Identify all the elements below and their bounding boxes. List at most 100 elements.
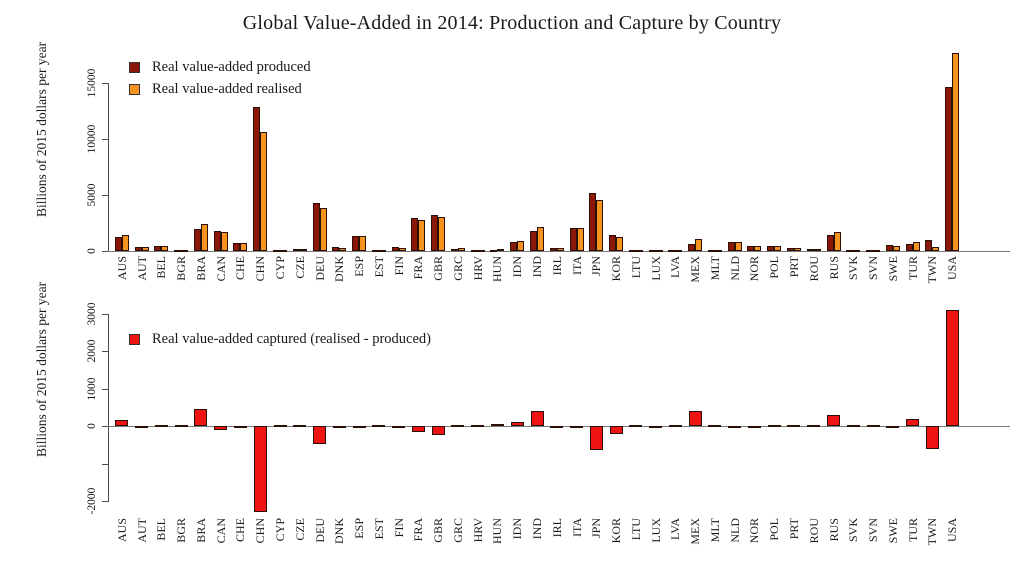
bar-LVA-series0 bbox=[668, 249, 676, 252]
bar-LUX-series1 bbox=[655, 249, 663, 252]
bar-CAN-series1 bbox=[220, 232, 228, 251]
bar-ROU-series1 bbox=[813, 248, 821, 251]
y-tick-mark bbox=[102, 463, 108, 465]
bar-BRA-series1 bbox=[200, 223, 208, 251]
bar-LTU-series1 bbox=[635, 249, 643, 252]
bar-MLT-series0 bbox=[707, 249, 715, 252]
bar-AUT-series1 bbox=[141, 246, 149, 251]
bar-RUS-series1 bbox=[833, 231, 841, 251]
bar-DEU-series0 bbox=[312, 202, 320, 251]
bar-BGR-series1 bbox=[181, 249, 189, 252]
bottom-chart-legend: Real value-added captured (realised - pr… bbox=[129, 328, 431, 350]
bar-NLD-series0 bbox=[727, 242, 735, 251]
bar-CHN-series0 bbox=[253, 426, 267, 513]
x-tick-label-HUN: HUN bbox=[490, 518, 505, 544]
bar-ITA-series1 bbox=[576, 228, 584, 251]
bar-PRT-series1 bbox=[793, 248, 801, 251]
y-tick-mark bbox=[102, 388, 108, 390]
legend-label-produced: Real value-added produced bbox=[152, 58, 311, 75]
y-tick-mark bbox=[102, 251, 108, 252]
x-tick-label-POL: POL bbox=[767, 518, 782, 541]
bar-PRT-series0 bbox=[786, 248, 794, 251]
x-tick-label-FRA: FRA bbox=[411, 518, 426, 542]
bar-NOR-series0 bbox=[747, 426, 761, 428]
x-tick-label-RUS: RUS bbox=[826, 518, 841, 542]
bar-TUR-series0 bbox=[905, 244, 913, 251]
bar-MLT-series1 bbox=[714, 249, 722, 252]
bar-FIN-series0 bbox=[392, 426, 406, 428]
produced-swatch-icon bbox=[129, 61, 140, 73]
bar-BGR-series0 bbox=[174, 249, 182, 252]
bar-ESP-series1 bbox=[359, 236, 367, 251]
bar-NLD-series1 bbox=[734, 242, 742, 251]
y-tick-mark bbox=[102, 426, 108, 427]
bar-MEX-series0 bbox=[688, 243, 696, 251]
bar-SVN-series0 bbox=[866, 424, 880, 427]
x-tick-label-MEX: MEX bbox=[688, 518, 703, 545]
x-tick-label-HRV: HRV bbox=[470, 518, 485, 543]
bar-LVA-series0 bbox=[668, 424, 682, 427]
bar-GRC-series1 bbox=[457, 248, 465, 251]
bar-TUR-series1 bbox=[912, 242, 920, 251]
bar-RUS-series0 bbox=[826, 235, 834, 251]
bar-DNK-series1 bbox=[339, 247, 347, 251]
bar-ROU-series0 bbox=[807, 424, 821, 427]
x-tick-label-BGR: BGR bbox=[174, 518, 189, 543]
bar-BEL-series0 bbox=[154, 245, 162, 251]
bar-IDN-series1 bbox=[517, 240, 525, 251]
bar-SVK-series0 bbox=[846, 249, 854, 252]
bar-TUR-series0 bbox=[906, 418, 920, 426]
bar-LUX-series0 bbox=[649, 426, 663, 428]
bar-CHN-series1 bbox=[260, 132, 268, 251]
x-tick-label-EST: EST bbox=[371, 518, 386, 540]
x-tick-label-IND: IND bbox=[530, 518, 544, 540]
bar-AUT-series0 bbox=[135, 426, 149, 428]
x-tick-label-IRL: IRL bbox=[549, 518, 564, 538]
bar-BRA-series0 bbox=[194, 409, 208, 426]
bar-SWE-series0 bbox=[885, 245, 893, 251]
bar-AUS-series0 bbox=[114, 237, 122, 251]
x-tick-label-CYP: CYP bbox=[273, 518, 288, 542]
bar-CYP-series0 bbox=[273, 249, 281, 252]
x-tick-label-NOR: NOR bbox=[747, 518, 762, 544]
bar-GRC-series0 bbox=[450, 248, 458, 251]
x-tick-label-LUX: LUX bbox=[648, 518, 663, 543]
x-tick-label-CHN: CHN bbox=[253, 518, 268, 544]
x-tick-label-MLT: MLT bbox=[707, 518, 722, 543]
bar-HUN-series1 bbox=[497, 248, 505, 251]
realised-swatch-icon bbox=[129, 83, 140, 95]
x-tick-label-GRC: GRC bbox=[450, 518, 465, 543]
x-tick-label-CAN: CAN bbox=[213, 518, 228, 544]
y-axis-line bbox=[108, 313, 109, 502]
bar-FRA-series0 bbox=[411, 426, 425, 433]
bar-ITA-series0 bbox=[570, 426, 584, 428]
bar-EST-series0 bbox=[372, 424, 386, 427]
bar-IND-series0 bbox=[530, 231, 537, 251]
x-tick-label-JPN: JPN bbox=[589, 518, 604, 539]
bar-CYP-series0 bbox=[273, 424, 287, 427]
bar-DNK-series0 bbox=[332, 247, 340, 251]
bar-EST-series1 bbox=[378, 249, 386, 252]
bar-DEU-series1 bbox=[319, 208, 327, 251]
x-tick-label-CHE: CHE bbox=[233, 518, 248, 542]
bar-MLT-series0 bbox=[708, 424, 722, 427]
bar-FIN-series0 bbox=[391, 247, 399, 251]
x-tick-label-TWN: TWN bbox=[925, 518, 940, 546]
bar-CZE-series0 bbox=[292, 248, 300, 251]
x-tick-label-CZE: CZE bbox=[292, 518, 307, 541]
bar-LTU-series0 bbox=[628, 249, 636, 252]
y-tick-mark bbox=[102, 351, 108, 352]
bar-DEU-series0 bbox=[313, 426, 327, 444]
bar-POL-series0 bbox=[767, 424, 781, 427]
bar-USA-series0 bbox=[945, 309, 959, 426]
bar-CYP-series1 bbox=[280, 249, 288, 252]
x-tick-label-FIN: FIN bbox=[391, 518, 406, 538]
bar-SVK-series0 bbox=[846, 424, 860, 427]
bar-IND-series0 bbox=[530, 411, 544, 426]
bar-NOR-series0 bbox=[747, 245, 755, 251]
bar-BRA-series0 bbox=[193, 228, 201, 251]
x-tick-label-AUT: AUT bbox=[134, 518, 149, 543]
bar-ESP-series0 bbox=[352, 235, 360, 251]
